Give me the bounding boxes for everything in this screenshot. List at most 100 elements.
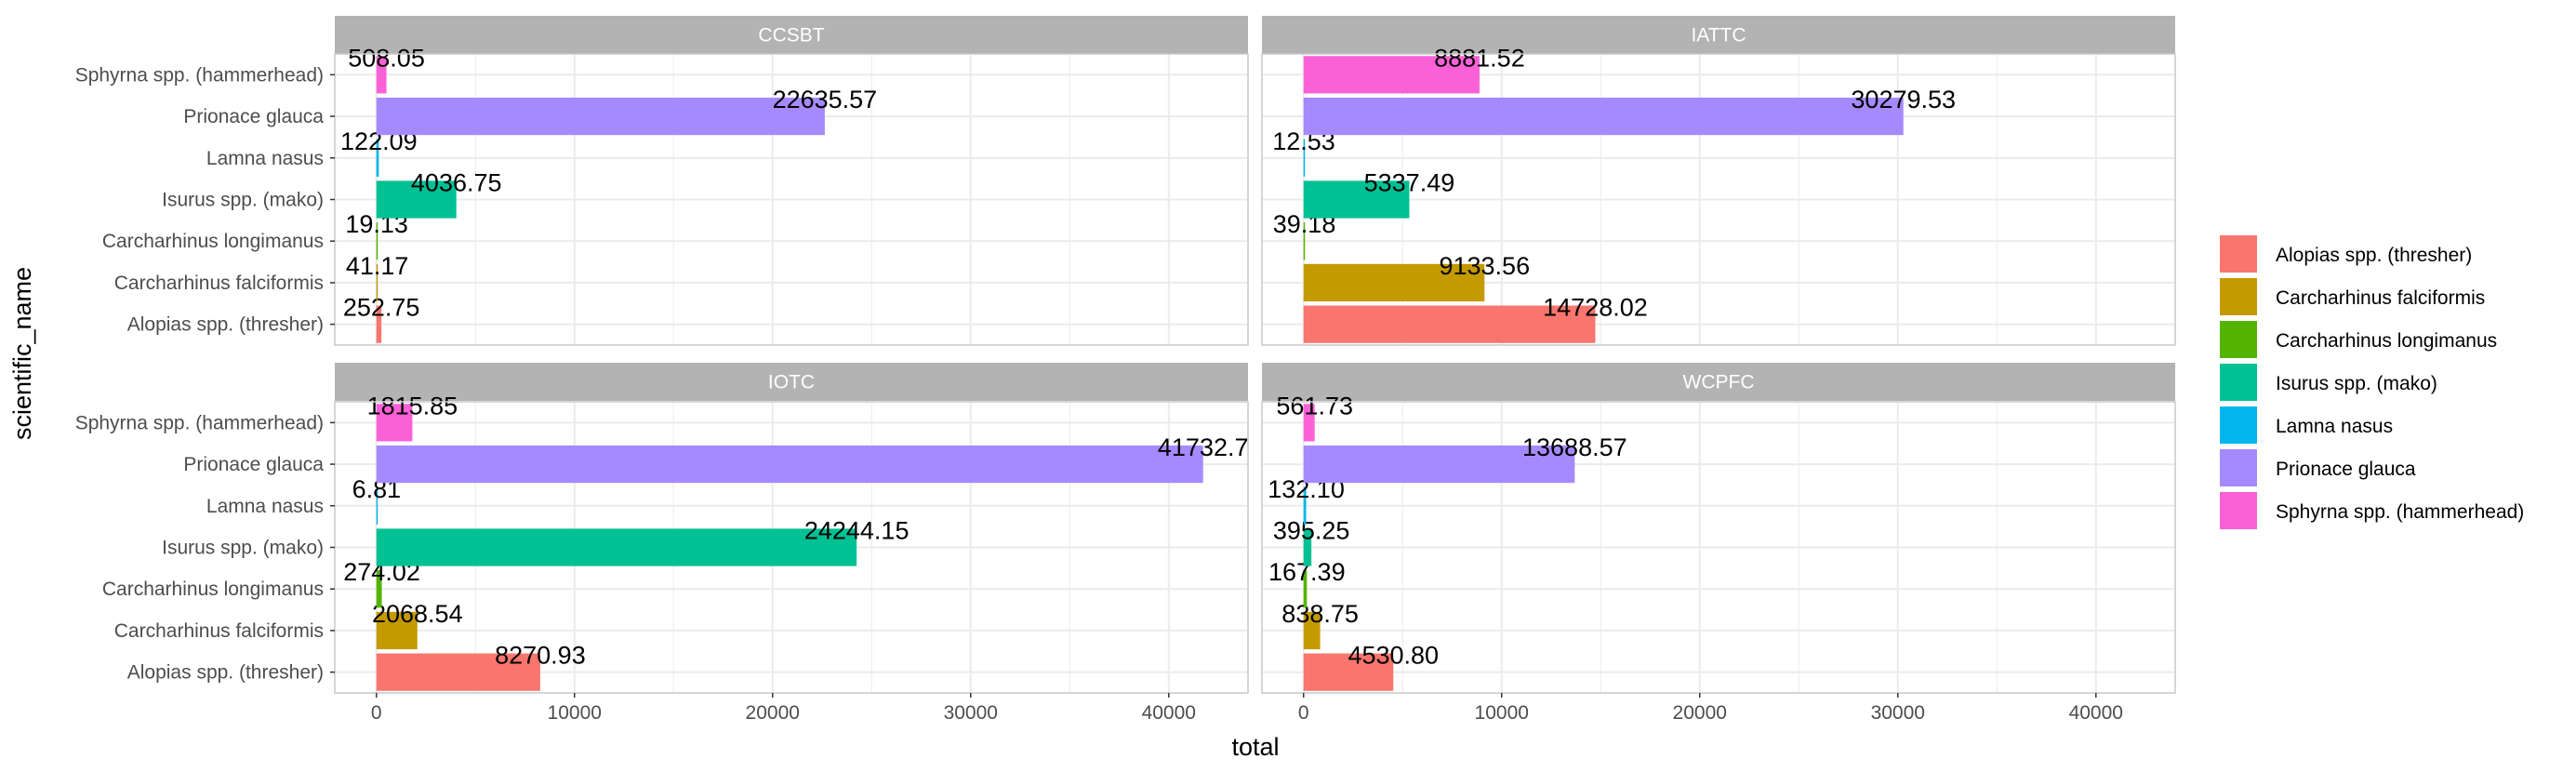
legend: Alopias spp. (thresher) Carcharhinus falc…	[2220, 235, 2524, 529]
panel-title: CCSBT	[758, 25, 824, 47]
data-label: 4530.80	[1348, 642, 1439, 670]
legend-swatch	[2220, 235, 2257, 273]
x-tick-label: 20000	[746, 702, 800, 724]
legend-label: Prionace glauca	[2276, 459, 2416, 480]
data-label: 838.75	[1281, 600, 1359, 628]
panel-border	[1261, 401, 2176, 694]
data-label: 8881.52	[1434, 44, 1525, 72]
y-axis-title: scientific_name	[8, 267, 36, 440]
panel-title: IATTC	[1691, 25, 1746, 47]
x-tick-label: 10000	[548, 702, 602, 724]
data-label: 395.25	[1273, 517, 1350, 545]
data-label: 5337.49	[1364, 169, 1455, 197]
x-tick-label: 30000	[944, 702, 998, 724]
data-label: 1815.85	[367, 392, 458, 419]
legend-swatch	[2220, 364, 2257, 401]
data-label: 8270.93	[495, 642, 586, 670]
bar-lamna-nasus	[1303, 139, 1306, 177]
bar-isurus-spp-mako	[1303, 528, 1312, 566]
panel-strip	[1262, 363, 2175, 401]
y-tick-label: Alopias spp. (thresher)	[127, 662, 324, 684]
data-label: 24244.15	[804, 517, 910, 545]
y-tick-label: Prionace glauca	[183, 454, 324, 475]
legend-label: Lamna nasus	[2276, 416, 2393, 437]
x-tick-label: 40000	[1142, 702, 1196, 724]
bar-carcharhinus-longimanus	[1303, 570, 1308, 608]
y-tick-label: Lamna nasus	[206, 148, 324, 169]
legend-label: Sphyrna spp. (hammerhead)	[2276, 501, 2524, 523]
panel-strip	[335, 363, 1248, 401]
bar-prionace-glauca	[376, 445, 1203, 484]
y-tick-label: Carcharhinus longimanus	[102, 231, 324, 252]
legend-item: Carcharhinus longimanus	[2220, 321, 2497, 358]
bar-prionace-glauca	[1303, 97, 1904, 136]
bar-alopias-spp-thresher	[376, 653, 540, 691]
x-tick-label: 10000	[1475, 702, 1529, 724]
x-tick-label: 0	[1298, 702, 1309, 724]
legend-item: Prionace glauca	[2220, 449, 2416, 486]
bar-carcharhinus-falciformis	[376, 263, 378, 302]
data-label: 9133.56	[1439, 252, 1530, 280]
y-tick-label: Isurus spp. (mako)	[162, 538, 324, 559]
legend-swatch	[2220, 492, 2257, 529]
data-label: 252.75	[343, 294, 420, 322]
panel-strip	[1262, 16, 2175, 54]
y-tick-label: Lamna nasus	[206, 496, 324, 517]
bar-isurus-spp-mako	[376, 180, 457, 219]
y-tick-label: Carcharhinus falciformis	[114, 273, 324, 294]
bar-lamna-nasus	[376, 139, 379, 177]
data-label: 41732.7	[1158, 433, 1249, 461]
y-tick-label: Prionace glauca	[183, 106, 324, 127]
x-tick-label: 20000	[1673, 702, 1727, 724]
panel-ccsbt: CCSBT252.7541.1719.134036.75122.0922635.…	[75, 16, 1249, 346]
bar-lamna-nasus	[1303, 486, 1307, 525]
data-label: 22635.57	[773, 86, 878, 113]
legend-item: Alopias spp. (thresher)	[2220, 235, 2472, 273]
panel-title: WCPFC	[1683, 372, 1755, 393]
data-label: 4036.75	[411, 169, 502, 197]
legend-item: Carcharhinus falciformis	[2220, 278, 2485, 315]
legend-swatch	[2220, 406, 2257, 444]
y-tick-label: Sphyrna spp. (hammerhead)	[75, 64, 324, 86]
bar-sphyrna-spp-hammerhead	[1303, 404, 1315, 442]
chart-panels: CCSBT252.7541.1719.134036.75122.0922635.…	[75, 16, 2176, 724]
y-tick-label: Carcharhinus falciformis	[114, 620, 324, 642]
data-label: 2068.54	[372, 600, 463, 628]
legend-label: Isurus spp. (mako)	[2276, 373, 2437, 394]
bar-sphyrna-spp-hammerhead	[376, 56, 387, 94]
y-tick-label: Sphyrna spp. (hammerhead)	[75, 412, 324, 433]
bar-isurus-spp-mako	[1303, 180, 1410, 219]
bar-carcharhinus-falciformis	[1303, 611, 1321, 650]
data-label: 13688.57	[1522, 433, 1627, 461]
legend-swatch	[2220, 278, 2257, 315]
legend-item: Lamna nasus	[2220, 406, 2393, 444]
data-label: 561.73	[1276, 392, 1353, 419]
legend-swatch	[2220, 449, 2257, 486]
data-label: 30279.53	[1851, 86, 1956, 113]
legend-label: Carcharhinus longimanus	[2276, 330, 2497, 352]
panel-wcpfc: WCPFC4530.80838.75167.39395.25132.101368…	[1261, 363, 2176, 724]
bar-alopias-spp-thresher	[376, 305, 382, 343]
y-tick-label: Carcharhinus longimanus	[102, 579, 324, 600]
y-tick-label: Alopias spp. (thresher)	[127, 314, 324, 336]
legend-item: Isurus spp. (mako)	[2220, 364, 2437, 401]
bar-carcharhinus-falciformis	[1303, 263, 1485, 302]
panel-strip	[335, 16, 1248, 54]
bar-carcharhinus-longimanus	[376, 222, 378, 260]
bar-alopias-spp-thresher	[1303, 653, 1394, 691]
data-label: 508.05	[348, 44, 425, 72]
bar-carcharhinus-falciformis	[376, 611, 418, 650]
data-label: 14728.02	[1543, 294, 1648, 322]
x-axis-title: total	[1231, 733, 1279, 761]
panel-border	[1261, 53, 2176, 346]
bar-sphyrna-spp-hammerhead	[376, 404, 413, 442]
legend-swatch	[2220, 321, 2257, 358]
legend-label: Carcharhinus falciformis	[2276, 287, 2485, 309]
panel-title: IOTC	[768, 372, 815, 393]
x-tick-label: 0	[371, 702, 382, 724]
panel-iattc: IATTC14728.029133.5639.185337.4912.53302…	[1261, 16, 2176, 346]
legend-item: Sphyrna spp. (hammerhead)	[2220, 492, 2524, 529]
bar-alopias-spp-thresher	[1303, 305, 1596, 343]
bar-lamna-nasus	[376, 486, 378, 525]
